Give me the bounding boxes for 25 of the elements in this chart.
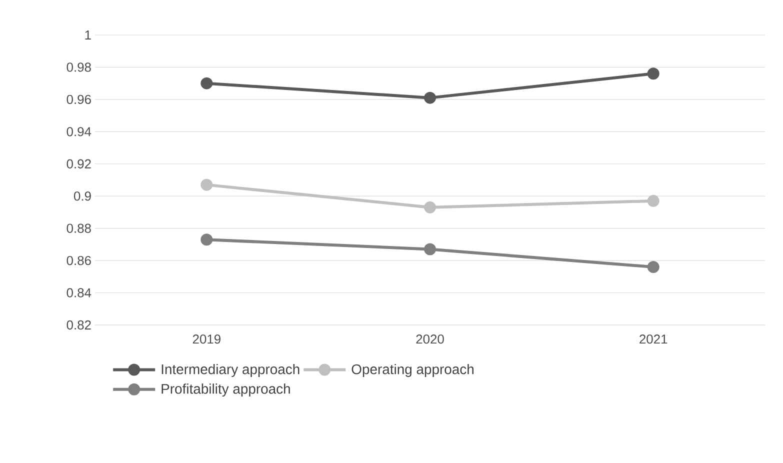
point — [200, 234, 213, 246]
x-tick-label: 2021 — [640, 334, 668, 344]
y-tick-label: 0.96 — [66, 94, 91, 104]
point — [647, 68, 660, 80]
y-tick-label: 0.98 — [66, 62, 91, 72]
point — [424, 92, 436, 104]
y-tick-label: 0.94 — [66, 127, 92, 136]
y-tick-label: 0.9 — [74, 192, 91, 201]
x-tick-label: 2020 — [416, 334, 444, 344]
point — [647, 194, 660, 207]
legend-label: Intermediary approach — [162, 364, 300, 377]
y-tick-label: 0.86 — [66, 256, 91, 266]
point — [424, 201, 436, 214]
point — [200, 178, 213, 191]
y-tick-label: 0.88 — [66, 224, 91, 233]
point — [200, 77, 213, 90]
legend-label: Operating approach — [352, 364, 474, 377]
y-tick-label: 0.82 — [66, 320, 91, 330]
y-tick-label: 1 — [85, 30, 91, 40]
y-tick-label: 0.84 — [66, 288, 92, 298]
point — [647, 260, 660, 273]
y-tick-label: 0.92 — [66, 159, 91, 168]
x-tick-label: 2019 — [192, 334, 220, 344]
point — [424, 243, 436, 256]
legend-label: Profitability approach — [162, 384, 290, 397]
